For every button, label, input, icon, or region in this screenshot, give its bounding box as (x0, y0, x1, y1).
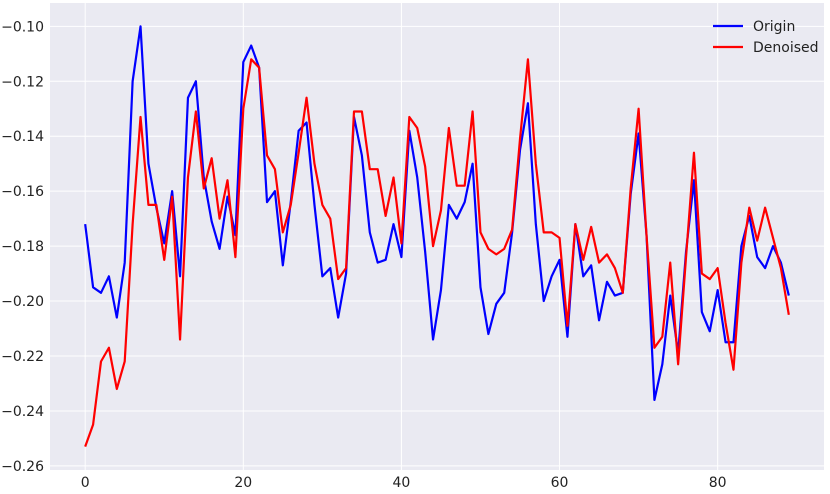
y-tick-label: −0.18 (1, 239, 44, 255)
y-tick-label: −0.22 (1, 349, 44, 365)
legend: Origin Denoised (713, 19, 819, 56)
legend-label-origin: Origin (753, 19, 795, 35)
y-tick-label: −0.12 (1, 74, 44, 90)
y-tick-label: −0.24 (1, 404, 44, 420)
series-line-origin (84, 25, 790, 402)
y-tick-label: −0.14 (1, 129, 44, 145)
y-tick-label: −0.16 (1, 184, 44, 200)
x-tick-label: 80 (709, 475, 727, 491)
tick-labels: 0 20 40 60 80 −0.26 −0.24 −0.22 −0.20 −0.18 −0.16 −… (1, 19, 726, 491)
x-tick-label: 40 (393, 475, 411, 491)
legend-label-denoised: Denoised (753, 40, 819, 56)
series-line-denoised (84, 58, 790, 448)
y-tick-label: −0.20 (1, 294, 44, 310)
y-tick-label: −0.26 (1, 459, 44, 475)
x-tick-label: 20 (234, 475, 252, 491)
series-lines (84, 25, 790, 448)
y-tick-label: −0.10 (1, 19, 44, 35)
x-tick-label: 60 (551, 475, 569, 491)
x-tick-label: 0 (81, 475, 90, 491)
